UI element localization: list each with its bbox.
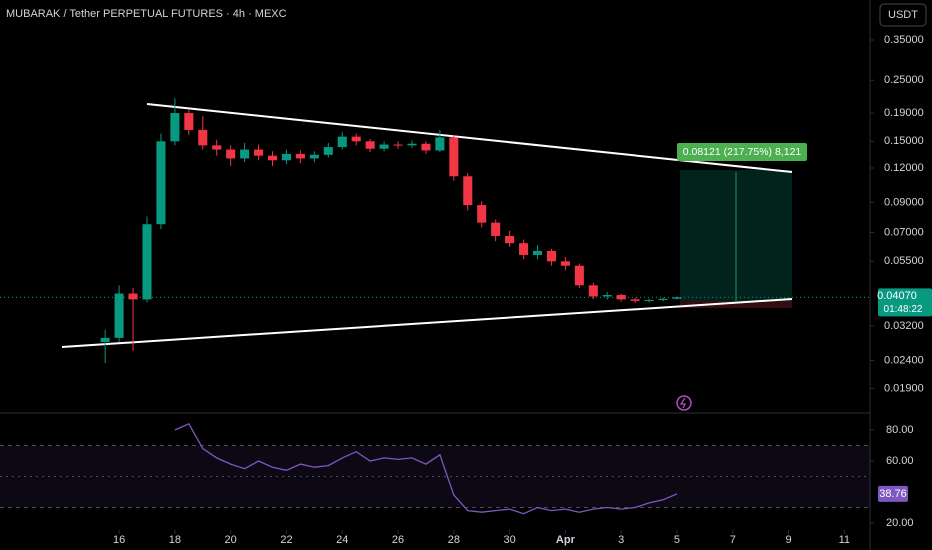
y-tick-label: 0.03200 xyxy=(884,320,924,332)
event-icon-bolt xyxy=(679,397,687,409)
candle-body xyxy=(170,113,180,142)
candle-body xyxy=(477,205,487,223)
candle-body xyxy=(309,154,319,159)
position-loss-zone xyxy=(680,301,792,308)
candle-body xyxy=(128,293,138,300)
candle-body xyxy=(254,149,264,156)
candle-body xyxy=(100,337,110,343)
y-tick-label: 0.25000 xyxy=(884,74,924,86)
x-tick-label: 18 xyxy=(169,534,181,546)
candle-body xyxy=(365,141,375,149)
y-tick-label: 0.15000 xyxy=(884,135,924,147)
y-tick-label: 0.35000 xyxy=(884,34,924,46)
y-tick-label: 0.01900 xyxy=(884,382,924,394)
rsi-tick-label: 20.00 xyxy=(886,517,914,529)
x-tick-label: 24 xyxy=(336,534,348,546)
x-tick-label: 28 xyxy=(448,534,460,546)
candle-body xyxy=(407,143,417,146)
candle-body xyxy=(421,143,431,151)
x-tick-label: 22 xyxy=(280,534,292,546)
candle-body xyxy=(449,137,459,177)
position-label: 0.08121 (217.75%) 8,121 xyxy=(683,146,802,158)
x-tick-label: 20 xyxy=(225,534,237,546)
candle-body xyxy=(616,294,626,300)
candle-body xyxy=(184,113,194,130)
candle-body xyxy=(295,153,305,159)
x-tick-label: Apr xyxy=(556,534,576,546)
x-tick-label: 3 xyxy=(618,534,624,546)
x-tick-label: 30 xyxy=(503,534,515,546)
candle-body xyxy=(281,153,291,161)
candle-body xyxy=(212,145,222,150)
candle-body xyxy=(532,250,543,255)
candle-body xyxy=(630,299,640,301)
candle-body xyxy=(505,235,515,244)
candle-body xyxy=(323,147,333,155)
lower-trendline xyxy=(61,298,793,348)
y-tick-label: 0.09000 xyxy=(884,196,924,208)
candle-body xyxy=(519,243,529,255)
currency[interactable]: USDT xyxy=(888,9,918,21)
position-label-box xyxy=(677,143,807,161)
candle-body xyxy=(114,293,124,338)
event-icon[interactable] xyxy=(676,395,692,411)
last-price-label: 0.04070 xyxy=(877,290,917,302)
y-tick-label: 0.07000 xyxy=(884,226,924,238)
candle-body xyxy=(546,250,556,262)
x-tick-label: 7 xyxy=(730,534,736,546)
candle-body xyxy=(351,136,361,142)
candle-body xyxy=(644,299,654,301)
countdown: 01:48:22 xyxy=(884,304,923,315)
rsi-value-label: 38.76 xyxy=(879,488,907,500)
x-tick-label: 9 xyxy=(785,534,791,546)
candle-body xyxy=(658,298,668,300)
candle-body xyxy=(156,141,166,225)
y-tick-label: 0.05500 xyxy=(884,255,924,267)
candle-body xyxy=(491,222,501,236)
candle-body xyxy=(602,294,612,297)
candle-body xyxy=(393,144,403,146)
x-tick-label: 11 xyxy=(839,534,850,546)
x-tick-label: 16 xyxy=(113,534,125,546)
candle-body xyxy=(463,176,473,206)
rsi-tick-label: 60.00 xyxy=(886,455,914,467)
candle-body xyxy=(560,261,570,266)
candle-body xyxy=(672,297,682,299)
rsi-value-box xyxy=(878,485,908,502)
rsi-line xyxy=(174,422,678,515)
x-tick-label: 26 xyxy=(392,534,404,546)
symbol-title: MUBARAK / Tether PERPETUAL FUTURES · 4h … xyxy=(6,8,287,20)
rsi-tick-label: 80.00 xyxy=(886,424,914,436)
candle-body xyxy=(337,136,347,148)
y-tick-label: 0.02400 xyxy=(884,354,924,366)
y-tick-label: 0.19000 xyxy=(884,107,924,119)
last-price-box xyxy=(878,288,932,317)
y-tick-label: 0.12000 xyxy=(884,162,924,174)
candle-body xyxy=(226,149,236,159)
x-tick-label: 5 xyxy=(674,534,680,546)
candle-body xyxy=(435,137,445,151)
candle-body xyxy=(198,129,208,146)
candle-body xyxy=(574,265,584,286)
candle-body xyxy=(379,144,389,149)
candle-body xyxy=(267,155,278,161)
candle-body xyxy=(240,149,250,159)
candle-body xyxy=(142,224,152,300)
candle-body xyxy=(588,285,598,297)
currency-button[interactable] xyxy=(879,3,927,27)
